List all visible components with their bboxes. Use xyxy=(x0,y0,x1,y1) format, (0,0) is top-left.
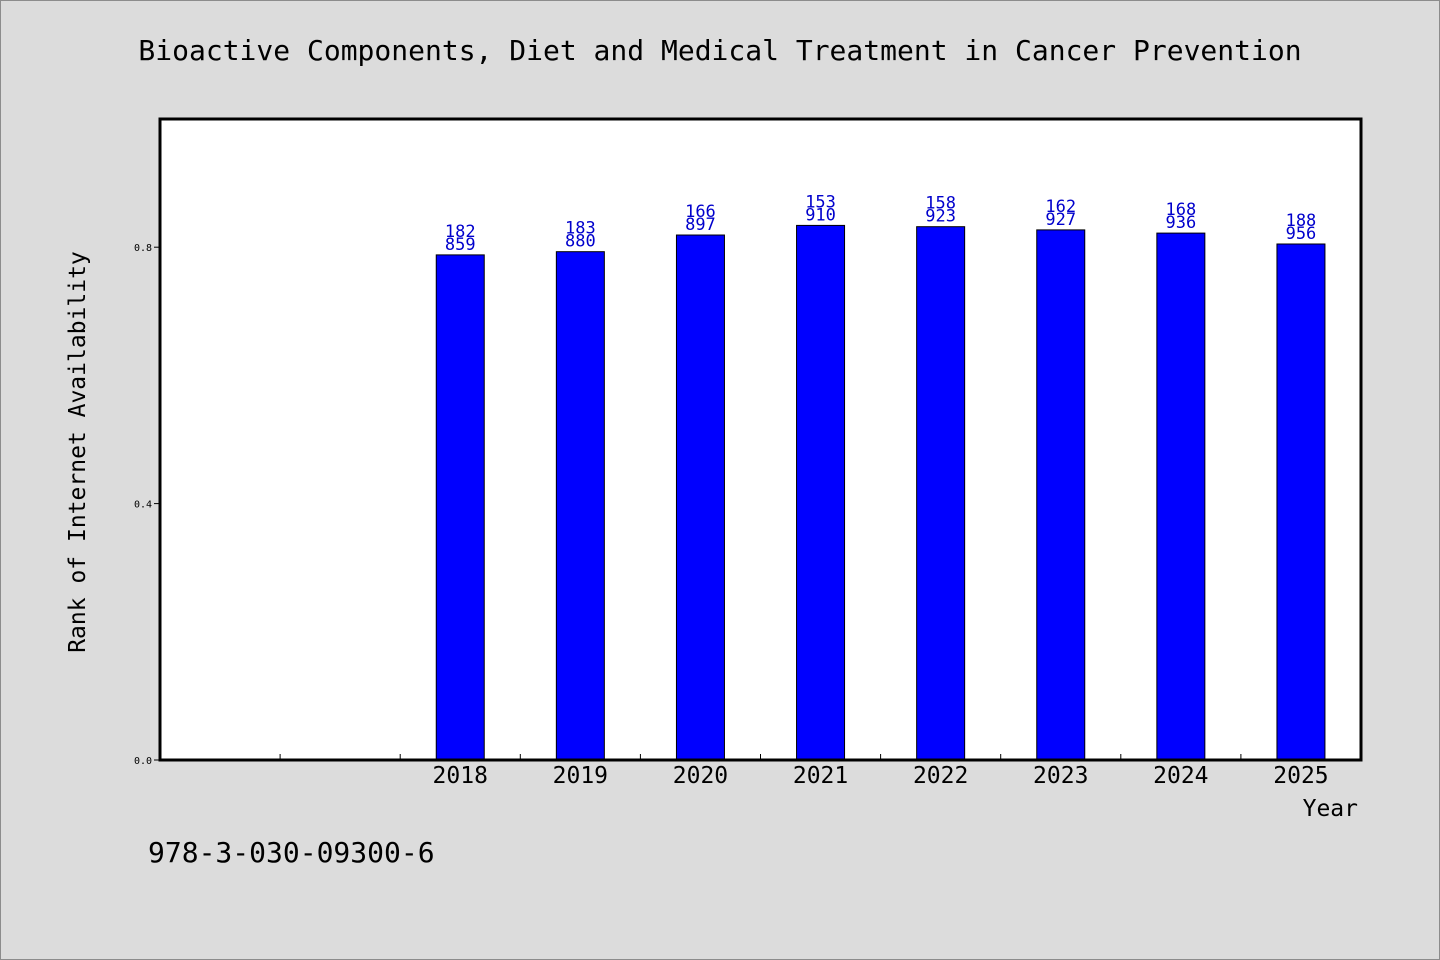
bar xyxy=(555,251,605,761)
bar-data-label-bottom: 910 xyxy=(805,205,836,225)
x-tick-label: 2021 xyxy=(793,763,848,789)
bar-data-label-top: 183 xyxy=(565,219,596,239)
x-tick-label: 2018 xyxy=(433,763,488,789)
bar xyxy=(1276,243,1326,761)
chart-title: Bioactive Components, Diet and Medical T… xyxy=(138,34,1302,67)
bar xyxy=(435,254,485,761)
x-axis-label: Year xyxy=(1302,796,1358,822)
x-tick-label: 2025 xyxy=(1273,763,1328,789)
bar-data-label-bottom: 936 xyxy=(1165,213,1196,233)
plot-border xyxy=(158,117,1363,762)
x-tick-label: 2023 xyxy=(1033,763,1088,789)
y-tick-label: 0.4 xyxy=(134,500,152,511)
y-tick-label: 0.8 xyxy=(134,243,152,254)
x-tick-label: 2019 xyxy=(553,763,608,789)
bar xyxy=(796,224,846,761)
bar xyxy=(1036,229,1086,761)
bar-data-label-bottom: 956 xyxy=(1286,224,1317,244)
bar-data-label-top: 166 xyxy=(685,202,716,222)
bar-data-label-top: 162 xyxy=(1045,197,1076,217)
bar-data-label-top: 182 xyxy=(445,222,476,242)
bar-data-label-bottom: 897 xyxy=(685,215,716,235)
x-tick-label: 2024 xyxy=(1153,763,1208,789)
bar-data-label-top: 158 xyxy=(925,194,956,214)
bar-data-label-bottom: 859 xyxy=(445,235,476,255)
bar xyxy=(1156,232,1206,761)
y-tick-label: 0.0 xyxy=(134,756,152,767)
isbn-text: 978-3-030-09300-6 xyxy=(148,836,435,869)
bar-data-label-top: 153 xyxy=(805,192,836,212)
bar xyxy=(675,234,725,761)
bar-data-label-bottom: 923 xyxy=(925,207,956,227)
bar-data-label-bottom: 927 xyxy=(1045,210,1076,230)
bar-data-label-top: 188 xyxy=(1286,211,1317,231)
bar-data-label-top: 168 xyxy=(1165,200,1196,220)
x-tick-label: 2022 xyxy=(913,763,968,789)
bar xyxy=(916,226,966,761)
bar-data-label-bottom: 880 xyxy=(565,232,596,252)
x-tick-label: 2020 xyxy=(673,763,728,789)
